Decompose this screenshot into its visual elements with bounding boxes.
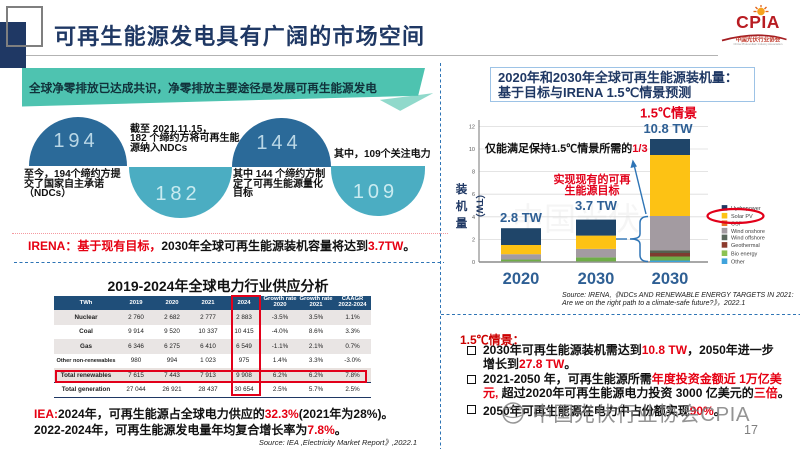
svg-text:中国光伏行业协会: 中国光伏行业协会 <box>736 36 781 44</box>
svg-text:China Photovoltaic Industry As: China Photovoltaic Industry Association <box>734 42 783 46</box>
svg-text:6: 6 <box>472 192 475 198</box>
svg-text:0: 0 <box>472 260 475 266</box>
svg-text:Other: Other <box>731 259 745 265</box>
svg-text:4: 4 <box>472 215 475 221</box>
svg-text:2030: 2030 <box>652 270 689 288</box>
svg-text:2020: 2020 <box>503 270 540 288</box>
svg-text:Are we on the right path to a: Are we on the right path to a climate-sa… <box>561 299 745 307</box>
svg-text:2.8 TW: 2.8 TW <box>500 210 543 225</box>
svg-text:实现现有的可再: 实现现有的可再 <box>554 172 631 186</box>
svg-text:8: 8 <box>472 170 475 176</box>
svg-text:2: 2 <box>472 237 475 243</box>
svg-text:2030: 2030 <box>578 270 615 288</box>
svg-text:10: 10 <box>469 147 475 153</box>
svg-text:（TW）: （TW） <box>474 189 486 223</box>
svg-text:CSP: CSP <box>731 221 743 227</box>
svg-text:12: 12 <box>469 124 475 130</box>
svg-text:Solar PV: Solar PV <box>731 214 753 220</box>
svg-text:1.5℃情景: 1.5℃情景 <box>640 106 697 121</box>
svg-text:Geothermal: Geothermal <box>731 243 760 249</box>
svg-text:Source: IRENA,《NDCs AND RENEWA: Source: IRENA,《NDCs AND RENEWABLE ENERGY… <box>562 291 794 299</box>
svg-text:CPIA: CPIA <box>736 12 780 32</box>
svg-text:生能源目标: 生能源目标 <box>565 183 620 197</box>
svg-text:量: 量 <box>456 216 468 230</box>
svg-text:3.7 TW: 3.7 TW <box>575 198 618 213</box>
svg-text:Wind offshore: Wind offshore <box>731 236 765 242</box>
svg-text:机: 机 <box>456 199 468 213</box>
svg-text:Bio energy: Bio energy <box>731 251 758 257</box>
svg-text:装: 装 <box>455 182 468 196</box>
svg-text:仅能满足保持1.5℃情景所需的1/3: 仅能满足保持1.5℃情景所需的1/3 <box>484 141 648 155</box>
svg-text:10.8 TW: 10.8 TW <box>643 121 693 136</box>
svg-text:Wind onshore: Wind onshore <box>731 229 765 235</box>
